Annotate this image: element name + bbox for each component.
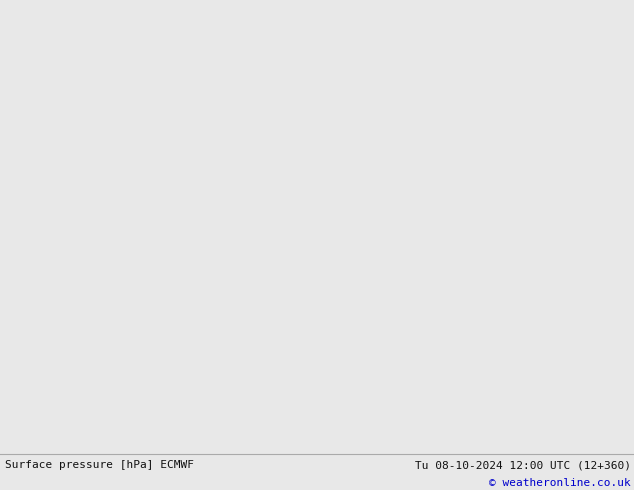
Text: Surface pressure [hPa] ECMWF: Surface pressure [hPa] ECMWF	[5, 460, 194, 470]
Text: © weatheronline.co.uk: © weatheronline.co.uk	[489, 478, 631, 488]
Text: Tu 08-10-2024 12:00 UTC (12+360): Tu 08-10-2024 12:00 UTC (12+360)	[415, 460, 631, 470]
